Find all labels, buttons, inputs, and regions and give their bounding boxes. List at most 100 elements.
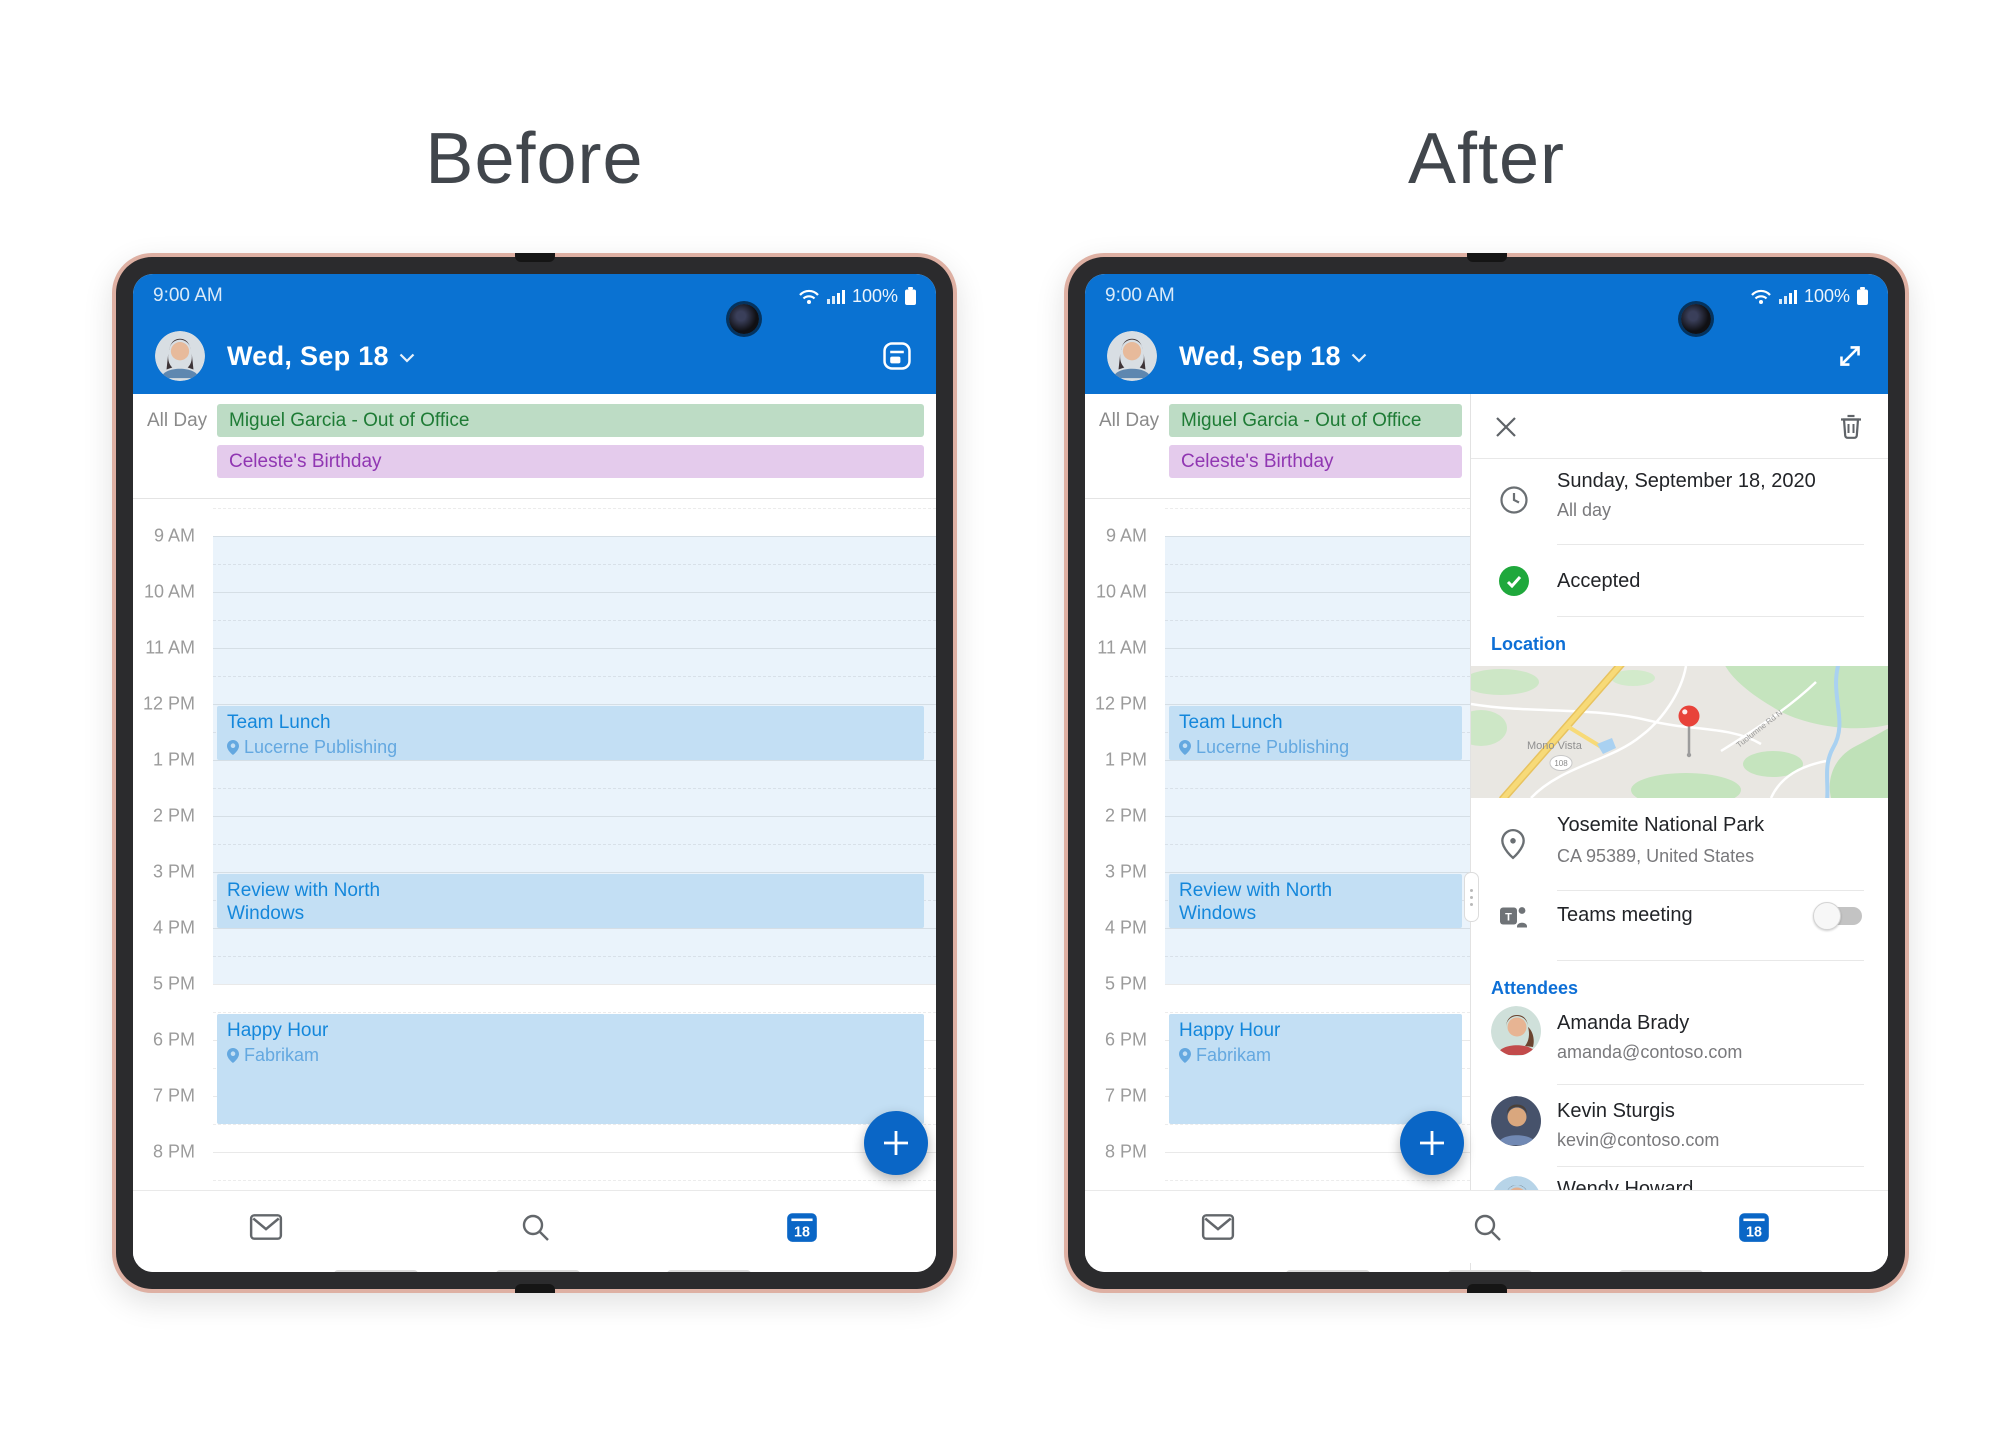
time-label: 6 PM [152, 1029, 195, 1050]
gesture-hint-bar[interactable] [1619, 1270, 1703, 1272]
phone-before-screen: 9:00 AM 100% [133, 274, 936, 1272]
location-pin-icon [1179, 740, 1191, 755]
calendar-grid: All Day Miguel Garcia - Out of Office Ce… [1085, 394, 1470, 1272]
time-label: 4 PM [152, 917, 195, 938]
time-label: 2 PM [152, 805, 195, 826]
event-title: Review with North Windows [227, 880, 381, 924]
nav-calendar-tab[interactable]: 18 [1736, 1209, 1772, 1245]
account-avatar[interactable] [155, 331, 205, 381]
svg-text:18: 18 [794, 1225, 810, 1241]
teams-icon: T [1500, 907, 1527, 928]
nav-mail-tab[interactable] [1201, 1213, 1235, 1241]
event-location: Lucerne Publishing [227, 737, 914, 758]
gesture-hint-bar[interactable] [1448, 1270, 1532, 1272]
attendee-email: amanda@contoso.com [1557, 1042, 1743, 1062]
phone-bezel: 9:00 AM 100% [116, 257, 953, 1289]
split-view-icon[interactable] [880, 339, 914, 373]
time-label: 8 PM [152, 1141, 195, 1162]
all-day-event-birthday[interactable]: Celeste's Birthday [217, 445, 924, 478]
time-label: 2 PM [1104, 805, 1147, 826]
rsvp-status[interactable]: Accepted [1557, 570, 1641, 592]
calendar-event-team-lunch[interactable]: Team Lunch Lucerne Publishing [217, 706, 924, 760]
calendar-event-team-lunch[interactable]: Team Lunch Lucerne Publishing [1169, 706, 1462, 760]
all-day-event-out-of-office[interactable]: Miguel Garcia - Out of Office [1169, 404, 1462, 437]
add-event-fab[interactable] [1400, 1111, 1464, 1175]
bottom-nav: 18 [1085, 1190, 1888, 1263]
app-header: Wed, Sep 18 [1085, 318, 1888, 394]
teams-meeting-label: Teams meeting [1557, 904, 1693, 926]
date-selector[interactable]: Wed, Sep 18 [1179, 340, 1341, 371]
route-badge [1549, 755, 1573, 771]
status-bar: 9:00 AM 100% [133, 274, 936, 318]
svg-text:T: T [1505, 912, 1512, 924]
location-pin-icon [227, 1048, 239, 1063]
close-icon[interactable] [1493, 414, 1519, 440]
calendar-event-happy-hour[interactable]: Happy Hour Fabrikam [217, 1014, 924, 1124]
event-details-panel: Sunday, September 18, 2020 All day Accep… [1464, 394, 1888, 1272]
app-header: Wed, Sep 18 [133, 318, 936, 394]
chevron-down-icon[interactable] [1351, 353, 1367, 363]
bottom-nav: 18 [133, 1190, 936, 1263]
time-label: 1 PM [1104, 749, 1147, 770]
status-time: 9:00 AM [1105, 285, 1175, 306]
teams-meeting-toggle[interactable] [1813, 902, 1862, 930]
wifi-icon [1751, 289, 1771, 304]
calendar-18-icon: 18 [1739, 1213, 1769, 1242]
split-view: All Day Miguel Garcia - Out of Office Ce… [1085, 394, 1888, 1272]
venue-address: CA 95389, United States [1557, 846, 1755, 866]
phone-after: 9:00 AM 100% [1064, 253, 1909, 1293]
time-label: 10 AM [143, 581, 195, 602]
time-label: 8 PM [1104, 1141, 1147, 1162]
time-label: 3 PM [1104, 861, 1147, 882]
location-map[interactable]: Mono Vista 108 Tuolumne Rd N [1471, 666, 1888, 798]
event-title: Happy Hour [1179, 1020, 1281, 1041]
event-title: Team Lunch [227, 712, 331, 733]
wifi-icon [799, 289, 819, 304]
battery-percent: 100% [1803, 285, 1850, 306]
status-bar: 9:00 AM 100% [1085, 274, 1888, 318]
venue-name: Yosemite National Park [1557, 814, 1765, 836]
after-title: After [1407, 119, 1566, 199]
attendee-avatar [1491, 1096, 1541, 1146]
all-day-event-out-of-office[interactable]: Miguel Garcia - Out of Office [217, 404, 924, 437]
nav-search-tab[interactable] [1471, 1211, 1503, 1243]
gesture-hint-bar[interactable] [334, 1270, 418, 1272]
event-location: Fabrikam [227, 1045, 914, 1066]
calendar-day-view: All Day Miguel Garcia - Out of Office Ce… [133, 394, 936, 1272]
fold-hinge-notch [514, 253, 555, 262]
mail-icon [250, 1214, 283, 1240]
nav-mail-tab[interactable] [249, 1213, 283, 1241]
before-title: Before [425, 119, 644, 199]
location-link[interactable]: Location [1491, 634, 1566, 654]
status-time: 9:00 AM [153, 285, 223, 306]
expand-icon[interactable] [1834, 340, 1866, 372]
calendar-18-icon: 18 [787, 1213, 817, 1242]
attendee-name[interactable]: Kevin Sturgis [1557, 1100, 1675, 1122]
nav-calendar-tab[interactable]: 18 [784, 1209, 820, 1245]
delete-icon[interactable] [1838, 412, 1864, 440]
event-title: Review with North Windows [1179, 880, 1333, 924]
calendar-event-happy-hour[interactable]: Happy Hour Fabrikam [1169, 1014, 1462, 1124]
battery-icon [905, 287, 916, 305]
signal-icon [1778, 290, 1797, 304]
account-avatar[interactable] [1107, 331, 1157, 381]
split-drag-handle[interactable] [1464, 872, 1479, 922]
nav-search-tab[interactable] [519, 1211, 551, 1243]
add-event-fab[interactable] [864, 1111, 928, 1175]
gesture-hint-bar[interactable] [667, 1270, 751, 1272]
attendee-name[interactable]: Amanda Brady [1557, 1012, 1690, 1034]
chevron-down-icon[interactable] [399, 353, 415, 363]
all-day-label: All Day [147, 410, 208, 431]
gesture-hint-bar[interactable] [1286, 1270, 1370, 1272]
gesture-hint-bar[interactable] [496, 1270, 580, 1272]
calendar-event-review[interactable]: Review with North Windows [1169, 874, 1462, 928]
time-label: 10 AM [1095, 581, 1147, 602]
calendar-event-review[interactable]: Review with North Windows [217, 874, 924, 928]
all-day-event-birthday[interactable]: Celeste's Birthday [1169, 445, 1462, 478]
time-label: 4 PM [1104, 917, 1147, 938]
all-day-section: All Day Miguel Garcia - Out of Office Ce… [133, 394, 936, 499]
time-label: 12 PM [142, 693, 195, 714]
front-camera [1681, 304, 1711, 334]
date-selector[interactable]: Wed, Sep 18 [227, 340, 389, 371]
all-day-section: All Day Miguel Garcia - Out of Office Ce… [1085, 394, 1470, 499]
